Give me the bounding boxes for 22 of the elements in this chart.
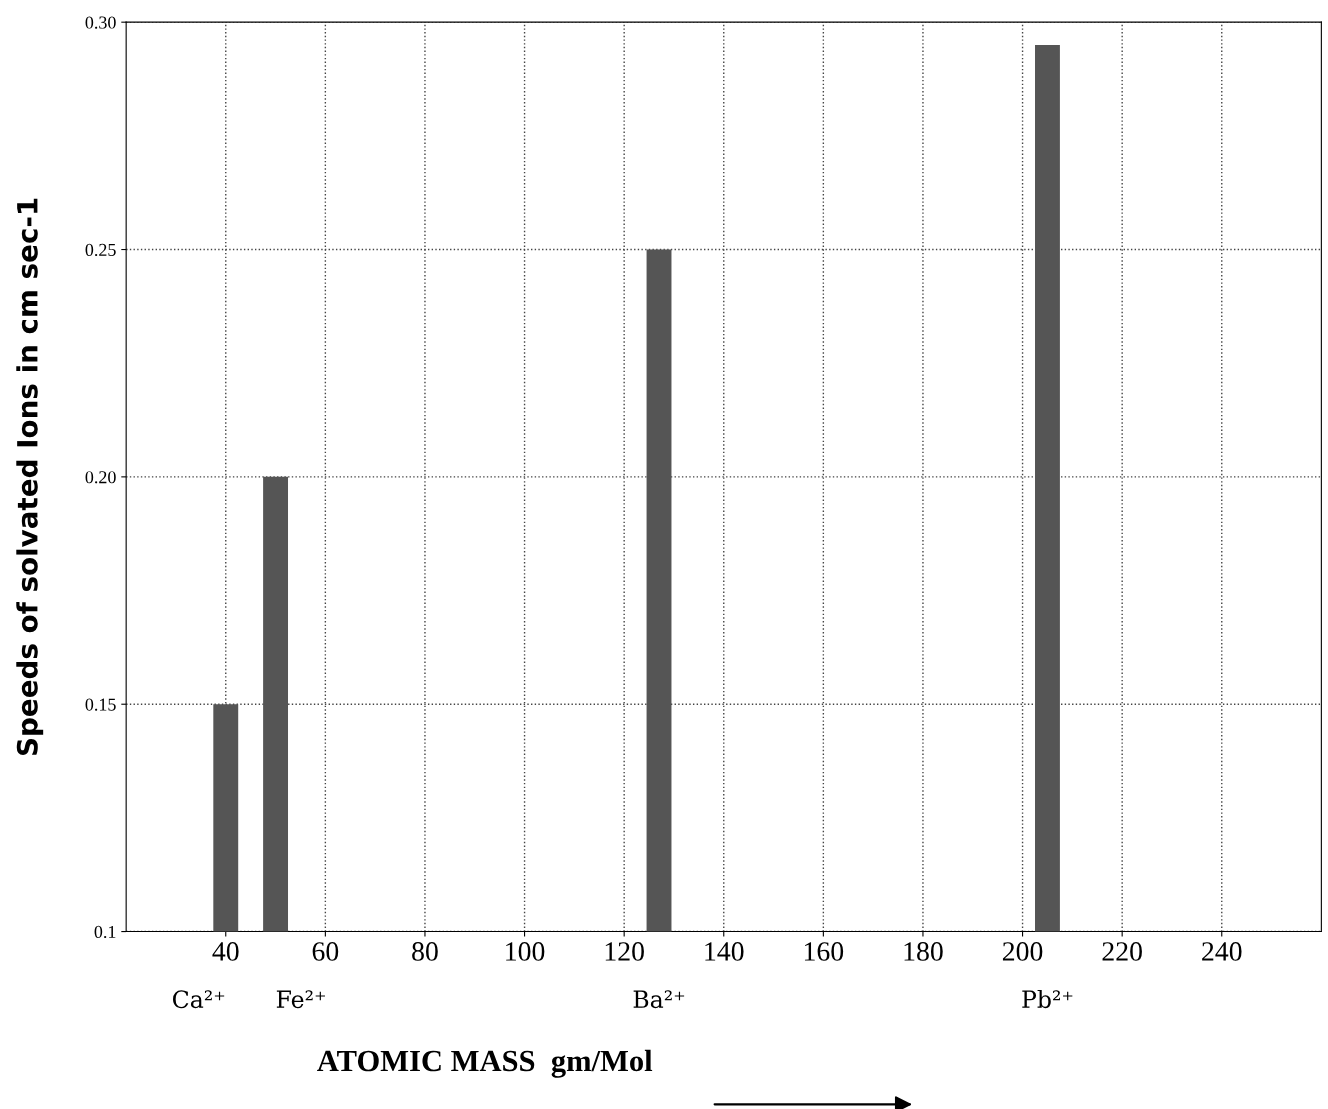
y-axis-title: Speeds of solvated Ions in cm sec-1 bbox=[16, 198, 44, 756]
x-tick-label: 220 bbox=[1102, 942, 1142, 961]
y-tick-label: 0.20 bbox=[85, 471, 116, 484]
y-tick-label: 0.15 bbox=[85, 698, 116, 711]
x-tick-label: 200 bbox=[1002, 942, 1043, 961]
x-tick-label: 180 bbox=[904, 942, 943, 961]
x-tick-label: 80 bbox=[412, 942, 438, 961]
text: Ca²⁺ bbox=[173, 990, 225, 1009]
x-tick-label: 140 bbox=[705, 942, 744, 961]
x-axis-title: ATOMIC MASS gm/Mol bbox=[317, 1049, 653, 1078]
x-tick-label: 120 bbox=[605, 942, 644, 961]
x-tick-label: 240 bbox=[1202, 942, 1242, 961]
y-tick-label: 0.1 bbox=[94, 925, 116, 939]
x-tick-label: 160 bbox=[804, 942, 844, 961]
text: Fe²⁺ bbox=[276, 990, 325, 1009]
text: Pb²⁺ bbox=[1022, 989, 1073, 1009]
x-tick-label: 40 bbox=[212, 942, 239, 961]
text: Ba²⁺ bbox=[633, 990, 685, 1009]
x-tick-label: 100 bbox=[506, 942, 545, 961]
y-tick-label: 0.30 bbox=[85, 16, 116, 29]
y-tick-label: 0.25 bbox=[85, 243, 116, 257]
x-tick-label: 60 bbox=[312, 942, 339, 961]
